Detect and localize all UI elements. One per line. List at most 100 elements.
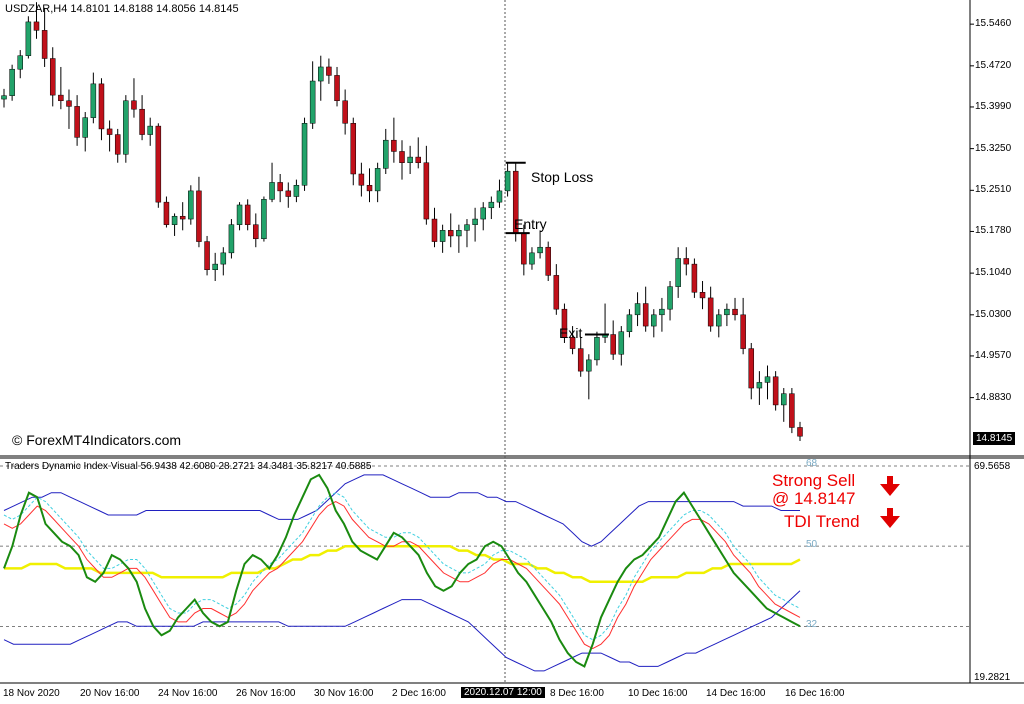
bull-candle (586, 359, 592, 372)
price-axis-label: 15.1040 (975, 267, 1012, 279)
bear-candle (33, 21, 40, 31)
time-label-0: 18 Nov 2020 (3, 688, 60, 699)
bear-candle (707, 297, 714, 327)
bull-candle (496, 190, 503, 203)
bear-candle (699, 292, 706, 299)
bear-candle (204, 241, 210, 270)
down-arrow-icon (880, 508, 900, 528)
bear-candle (253, 224, 259, 240)
bear-candle (98, 83, 105, 130)
exit-label: Exit (559, 325, 583, 341)
bear-candle (789, 393, 795, 428)
bear-candle (732, 308, 738, 316)
price-axis-label: 14.8830 (975, 391, 1012, 403)
time-label-3: 26 Nov 16:00 (236, 688, 296, 699)
bear-candle (74, 106, 80, 138)
bear-candle (285, 190, 292, 197)
price-axis-label: 15.2510 (975, 184, 1012, 196)
bull-candle (318, 66, 324, 82)
price-axis-label: 15.4720 (975, 59, 1012, 71)
signal-text-2: @ 14.8147 (772, 489, 856, 508)
time-label-4: 30 Nov 16:00 (314, 688, 374, 699)
bull-candle (123, 100, 129, 155)
bull-candle (659, 308, 665, 316)
bull-candle (309, 80, 316, 124)
indicator-info: Traders Dynamic Index Visual 56.9438 42.… (5, 461, 372, 472)
bull-candle (220, 252, 227, 265)
bull-candle (651, 314, 657, 327)
bear-candle (342, 100, 348, 124)
bull-candle (17, 55, 23, 70)
watermark: © ForexMT4Indicators.com (12, 432, 182, 448)
signal-text-1: Strong Sell (772, 471, 856, 490)
bull-candle (464, 224, 470, 231)
bear-candle (748, 348, 755, 389)
bull-candle (756, 382, 763, 389)
bear-candle (66, 100, 72, 107)
bear-candle (610, 334, 616, 355)
bull-candle (488, 201, 495, 209)
bear-candle (163, 201, 170, 225)
bear-candle (58, 94, 64, 102)
bull-candle (82, 117, 88, 138)
bull-candle (781, 393, 787, 406)
indicator-level-68: 68 (806, 458, 818, 469)
price-axis-label: 15.1780 (975, 225, 1012, 237)
bull-candle (504, 170, 511, 192)
price-axis-label: 15.5460 (975, 18, 1012, 30)
bear-candle (326, 66, 332, 76)
tdi-lower-band (3, 590, 801, 672)
time-label-2: 24 Nov 16:00 (158, 688, 218, 699)
price-axis-label: 15.3250 (975, 142, 1012, 154)
bear-candle (553, 275, 560, 310)
bear-candle (447, 230, 454, 237)
bull-candle (261, 199, 267, 240)
price-axis-label: 14.9570 (975, 349, 1012, 361)
time-label-5: 2 Dec 16:00 (392, 688, 446, 699)
bear-candle (131, 100, 137, 110)
time-label-10: 16 Dec 16:00 (785, 688, 845, 699)
bull-candle (228, 224, 235, 254)
bull-candle (269, 182, 275, 200)
bear-candle (797, 427, 803, 437)
bear-candle (196, 190, 202, 242)
bull-candle (626, 314, 633, 332)
bull-candle (147, 125, 153, 135)
entry-label: Entry (514, 216, 547, 232)
bull-candle (90, 83, 97, 118)
bull-candle (25, 21, 32, 56)
bull-candle (456, 230, 462, 237)
bull-candle (675, 258, 681, 287)
tdi-rsi-price-line (3, 473, 801, 668)
stop-loss-label: Stop Loss (531, 169, 594, 185)
bull-candle (764, 376, 771, 383)
tdi-market-base-line (4, 544, 801, 584)
bear-candle (334, 75, 340, 102)
bull-candle (236, 204, 243, 225)
bear-candle (49, 58, 56, 96)
bear-candle (691, 263, 698, 293)
bull-candle (407, 156, 413, 163)
bear-candle (577, 348, 584, 372)
bull-candle (9, 68, 15, 96)
bear-candle (740, 314, 746, 349)
bear-candle (358, 173, 365, 186)
bull-candle (171, 215, 178, 225)
indicator-level-32: 32 (806, 619, 818, 630)
price-axis-label: 15.3990 (975, 100, 1012, 112)
time-label-9: 14 Dec 16:00 (706, 688, 766, 699)
bull-candle (480, 207, 486, 220)
bear-candle (423, 162, 430, 220)
bull-candle (618, 331, 625, 355)
bear-candle (545, 246, 551, 276)
bear-candle (277, 182, 283, 192)
bull-candle (439, 230, 446, 242)
candlestick-series (1, 2, 803, 441)
bull-candle (594, 337, 600, 361)
bull-candle (301, 123, 308, 186)
bull-candle (716, 314, 722, 327)
bear-candle (106, 128, 113, 135)
bear-candle (41, 30, 48, 59)
time-cursor-label: 2020.12.07 12:00 (461, 687, 545, 698)
